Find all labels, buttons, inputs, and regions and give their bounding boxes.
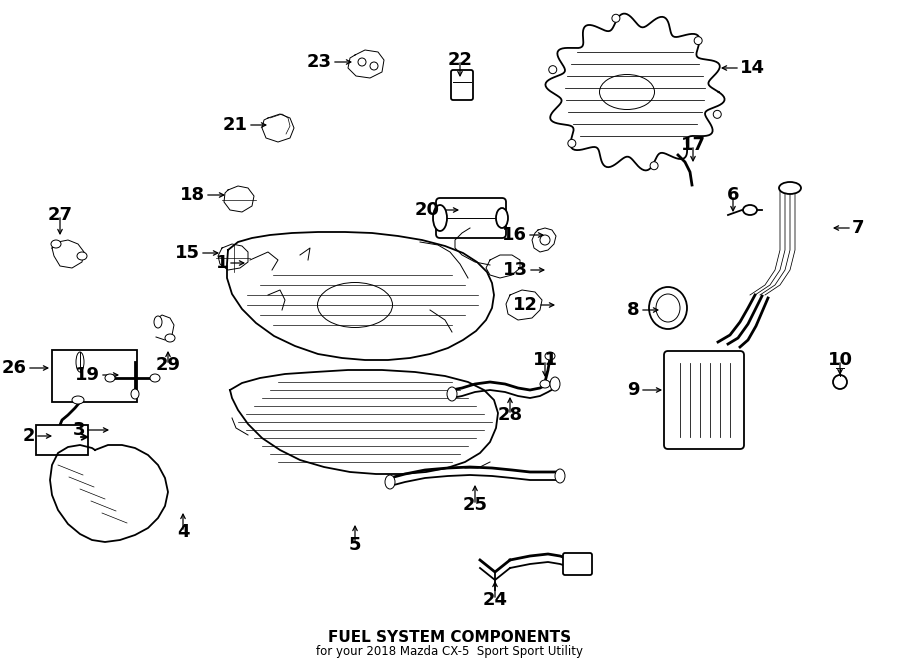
Ellipse shape (555, 469, 565, 483)
Polygon shape (348, 50, 384, 78)
Ellipse shape (150, 374, 160, 382)
Ellipse shape (77, 252, 87, 260)
Circle shape (549, 65, 557, 73)
Polygon shape (224, 186, 254, 212)
Polygon shape (227, 232, 494, 360)
Polygon shape (486, 255, 520, 278)
Ellipse shape (72, 396, 84, 404)
Text: 4: 4 (176, 523, 189, 541)
Text: 12: 12 (513, 296, 538, 314)
Text: 29: 29 (156, 356, 181, 374)
Ellipse shape (165, 334, 175, 342)
Ellipse shape (51, 240, 61, 248)
Text: for your 2018 Mazda CX-5  Sport Sport Utility: for your 2018 Mazda CX-5 Sport Sport Uti… (317, 646, 583, 658)
Circle shape (694, 36, 702, 45)
Text: 2: 2 (22, 427, 35, 445)
Ellipse shape (105, 374, 115, 382)
Ellipse shape (496, 208, 508, 228)
Text: 10: 10 (827, 351, 852, 369)
FancyBboxPatch shape (664, 351, 744, 449)
Polygon shape (532, 228, 556, 252)
Text: 15: 15 (175, 244, 200, 262)
Text: 18: 18 (180, 186, 205, 204)
Ellipse shape (550, 377, 560, 391)
Bar (52, 350, 137, 402)
Text: 20: 20 (415, 201, 440, 219)
Text: 24: 24 (482, 591, 508, 609)
Text: 25: 25 (463, 496, 488, 514)
Text: 26: 26 (2, 359, 27, 377)
Ellipse shape (385, 475, 395, 489)
FancyBboxPatch shape (436, 198, 506, 238)
Polygon shape (50, 445, 168, 542)
Circle shape (714, 110, 721, 118)
Text: 11: 11 (533, 351, 557, 369)
Ellipse shape (779, 182, 801, 194)
Text: 5: 5 (349, 536, 361, 554)
Bar (36, 425, 88, 455)
Text: 16: 16 (502, 226, 527, 244)
Ellipse shape (433, 205, 447, 231)
Text: 27: 27 (48, 206, 73, 224)
Ellipse shape (743, 205, 757, 215)
Circle shape (612, 15, 620, 22)
Circle shape (568, 139, 576, 147)
Ellipse shape (76, 352, 84, 372)
FancyBboxPatch shape (451, 70, 473, 100)
Text: 1: 1 (215, 254, 228, 272)
Text: 19: 19 (75, 366, 100, 384)
Text: 9: 9 (627, 381, 640, 399)
Circle shape (833, 375, 847, 389)
Ellipse shape (154, 316, 162, 328)
Text: 23: 23 (307, 53, 332, 71)
Ellipse shape (131, 389, 139, 399)
Polygon shape (230, 370, 498, 474)
Text: 6: 6 (727, 186, 739, 204)
Text: 28: 28 (498, 406, 523, 424)
Polygon shape (506, 290, 542, 320)
Ellipse shape (540, 380, 550, 388)
Text: 14: 14 (740, 59, 765, 77)
Text: 13: 13 (503, 261, 528, 279)
Polygon shape (218, 244, 248, 270)
Circle shape (650, 162, 658, 170)
Text: 21: 21 (223, 116, 248, 134)
Polygon shape (155, 315, 174, 340)
Text: 8: 8 (627, 301, 640, 319)
Polygon shape (262, 114, 294, 142)
Text: 7: 7 (852, 219, 865, 237)
Ellipse shape (649, 287, 687, 329)
Ellipse shape (545, 352, 555, 360)
FancyBboxPatch shape (563, 553, 592, 575)
Text: 22: 22 (447, 51, 473, 69)
Text: FUEL SYSTEM COMPONENTS: FUEL SYSTEM COMPONENTS (328, 631, 572, 646)
Polygon shape (545, 14, 724, 171)
Polygon shape (52, 240, 84, 268)
Text: 17: 17 (680, 136, 706, 154)
Ellipse shape (447, 387, 457, 401)
Text: 3: 3 (73, 421, 85, 439)
